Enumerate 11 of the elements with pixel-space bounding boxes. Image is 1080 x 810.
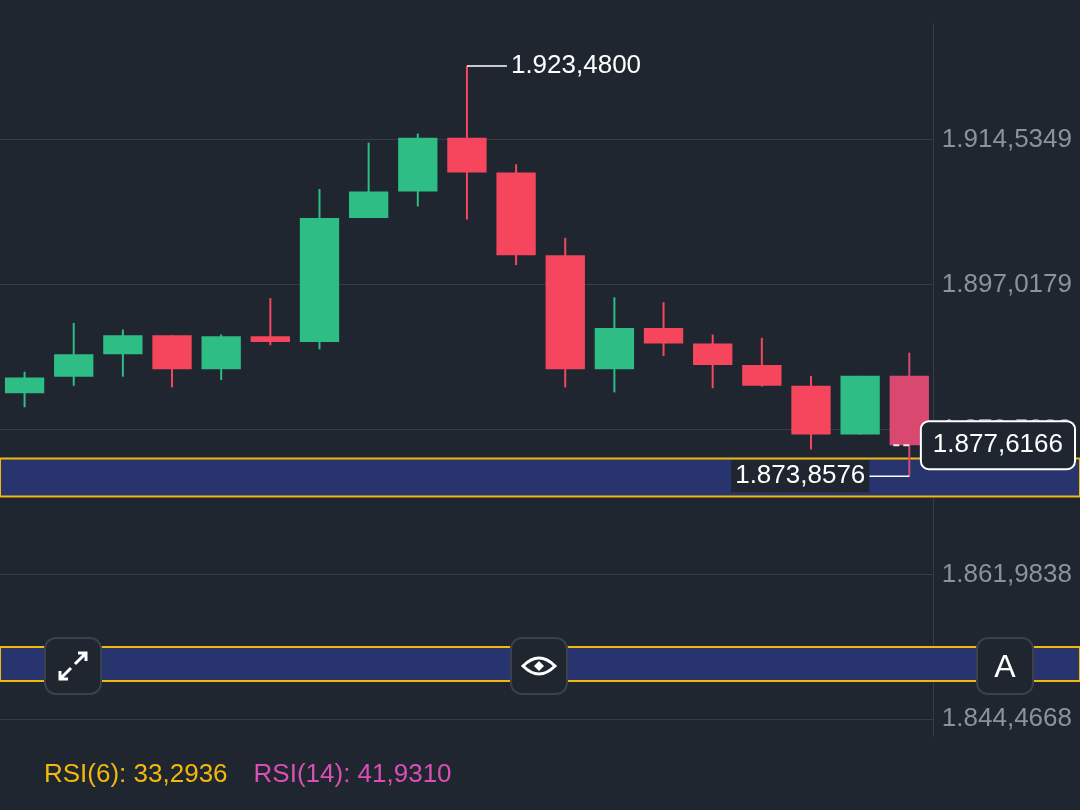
ref-line-label: 1.877,6166	[932, 428, 1064, 459]
text: A	[976, 637, 1034, 695]
candlestick	[250, 297, 290, 347]
y-tick-label: 1.844,4668	[941, 702, 1073, 733]
y-tick-label: 1.897,0179	[941, 267, 1073, 298]
text: RSI(6): 33,2936	[44, 758, 228, 788]
annotation: 1.923,4800	[510, 49, 642, 80]
y-tick-label: 1.914,5349	[941, 123, 1073, 154]
annotation: 1.873,8576	[735, 459, 866, 490]
y-tick-label: 1.861,9838	[941, 557, 1073, 588]
text: RSI(14): 41,9310	[253, 758, 452, 788]
